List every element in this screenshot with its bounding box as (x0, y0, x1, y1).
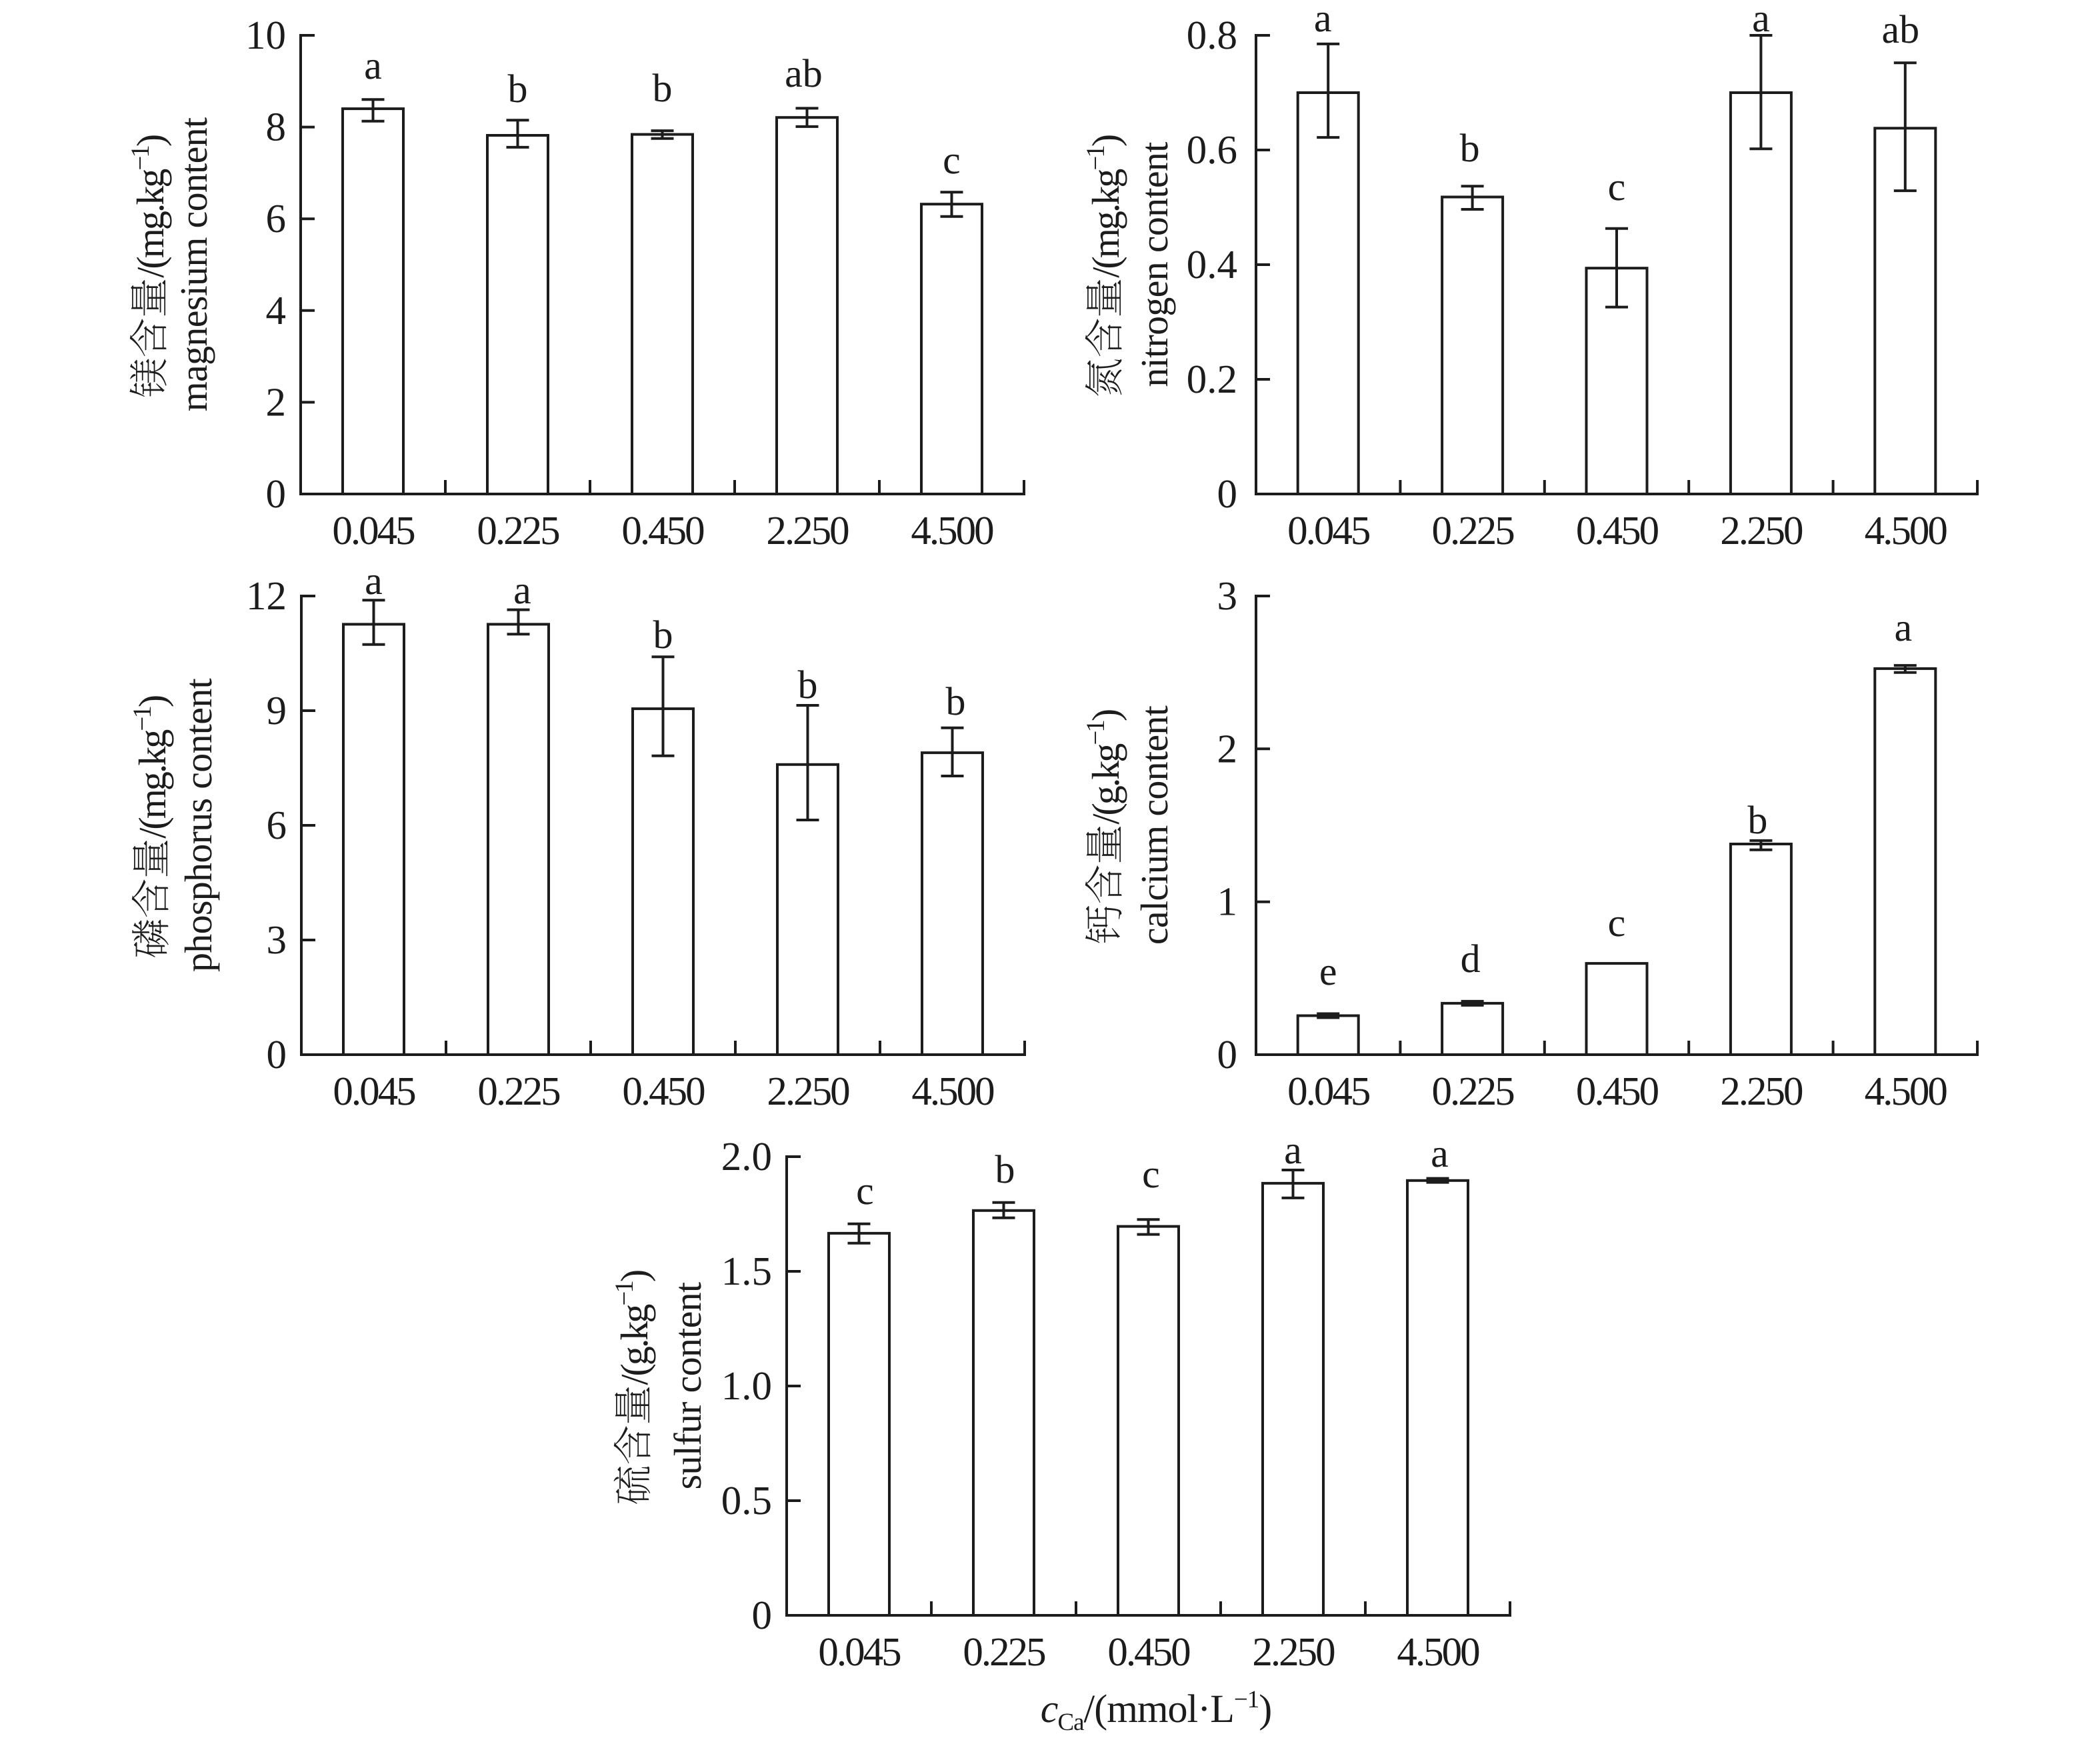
svg-text:ab: ab (1881, 7, 1919, 51)
svg-text:0.8: 0.8 (1187, 13, 1237, 58)
svg-text:b: b (1460, 126, 1480, 170)
svg-text:b: b (995, 1147, 1015, 1191)
svg-text:2.0: 2.0 (721, 1135, 772, 1179)
svg-text:6: 6 (267, 803, 287, 848)
svg-text:phosphorus content: phosphorus content (177, 678, 220, 972)
svg-text:0.450: 0.450 (1576, 1069, 1659, 1114)
svg-text:2.250: 2.250 (767, 1069, 849, 1114)
svg-text:0.6: 0.6 (1187, 128, 1237, 173)
svg-text:2.250: 2.250 (766, 509, 849, 553)
svg-text:e: e (1319, 949, 1337, 993)
svg-text:a: a (1314, 0, 1332, 40)
svg-text:nitrogen content: nitrogen content (1133, 142, 1176, 387)
svg-text:calcium content: calcium content (1133, 705, 1176, 945)
svg-text:1: 1 (1217, 880, 1238, 925)
svg-text:c: c (943, 138, 961, 182)
svg-text:a: a (1894, 605, 1912, 649)
svg-text:4.500: 4.500 (911, 509, 993, 553)
svg-text:0.045: 0.045 (1287, 1069, 1370, 1114)
svg-text:0.225: 0.225 (477, 509, 559, 553)
svg-text:0: 0 (752, 1593, 773, 1638)
svg-text:0: 0 (266, 472, 287, 517)
svg-text:0.045: 0.045 (818, 1630, 901, 1675)
svg-text:9: 9 (267, 689, 287, 733)
svg-text:c: c (1608, 165, 1626, 209)
svg-text:0.225: 0.225 (477, 1069, 560, 1114)
svg-text:b: b (653, 613, 673, 657)
svg-text:2.250: 2.250 (1720, 509, 1803, 553)
svg-text:0.045: 0.045 (1287, 509, 1370, 553)
svg-text:ab: ab (785, 51, 823, 95)
svg-text:a: a (365, 559, 383, 603)
svg-text:cCa/(mmol·L−1): cCa/(mmol·L−1) (1041, 1686, 1271, 1736)
svg-text:0.045: 0.045 (332, 509, 415, 553)
svg-text:a: a (1431, 1131, 1449, 1175)
svg-text:4.500: 4.500 (911, 1069, 994, 1114)
svg-text:c: c (1142, 1152, 1160, 1196)
svg-text:c: c (856, 1169, 874, 1213)
svg-text:2: 2 (266, 380, 287, 425)
svg-text:0.4: 0.4 (1187, 243, 1237, 287)
svg-text:a: a (513, 568, 531, 612)
svg-text:0: 0 (1217, 472, 1238, 517)
svg-text:/(g.kg−1): /(g.kg−1) (1081, 710, 1127, 824)
svg-text:10: 10 (245, 13, 286, 58)
svg-text:4.500: 4.500 (1865, 1069, 1947, 1114)
svg-text:3: 3 (1217, 574, 1238, 619)
svg-text:c: c (1608, 901, 1626, 945)
svg-text:b: b (1747, 798, 1767, 842)
svg-text:magnesium content: magnesium content (172, 117, 215, 411)
svg-text:0.2: 0.2 (1187, 357, 1237, 402)
svg-text:a: a (364, 43, 382, 87)
svg-text:12: 12 (246, 574, 287, 619)
svg-text:sulfur content: sulfur content (666, 1282, 709, 1489)
svg-text:0.045: 0.045 (333, 1069, 415, 1114)
svg-text:a: a (1284, 1128, 1302, 1172)
svg-text:b: b (798, 663, 818, 707)
svg-text:1.5: 1.5 (721, 1249, 772, 1294)
svg-text:0.225: 0.225 (1431, 1069, 1514, 1114)
svg-text:2: 2 (1217, 727, 1238, 771)
svg-text:8: 8 (266, 105, 287, 150)
svg-text:4.500: 4.500 (1865, 509, 1947, 553)
svg-text:0: 0 (267, 1033, 287, 1077)
svg-text:1.0: 1.0 (721, 1364, 772, 1409)
svg-text:4.500: 4.500 (1397, 1630, 1479, 1675)
svg-text:2.250: 2.250 (1720, 1069, 1803, 1114)
svg-text:2.250: 2.250 (1252, 1630, 1335, 1675)
svg-text:b: b (653, 66, 673, 110)
svg-text:d: d (1461, 937, 1481, 981)
svg-text:b: b (946, 679, 966, 723)
svg-text:0.450: 0.450 (621, 509, 704, 553)
svg-text:a: a (1752, 0, 1770, 40)
svg-text:0.450: 0.450 (1576, 509, 1659, 553)
svg-text:6: 6 (266, 197, 287, 241)
svg-text:0: 0 (1217, 1033, 1238, 1077)
svg-text:0.5: 0.5 (721, 1479, 772, 1523)
svg-text:0.450: 0.450 (622, 1069, 705, 1114)
svg-text:0.225: 0.225 (1431, 509, 1514, 553)
svg-text:0.450: 0.450 (1107, 1630, 1190, 1675)
svg-text:3: 3 (267, 918, 287, 963)
svg-text:b: b (508, 67, 528, 111)
svg-text:4: 4 (266, 289, 287, 333)
svg-text:0.225: 0.225 (963, 1630, 1045, 1675)
